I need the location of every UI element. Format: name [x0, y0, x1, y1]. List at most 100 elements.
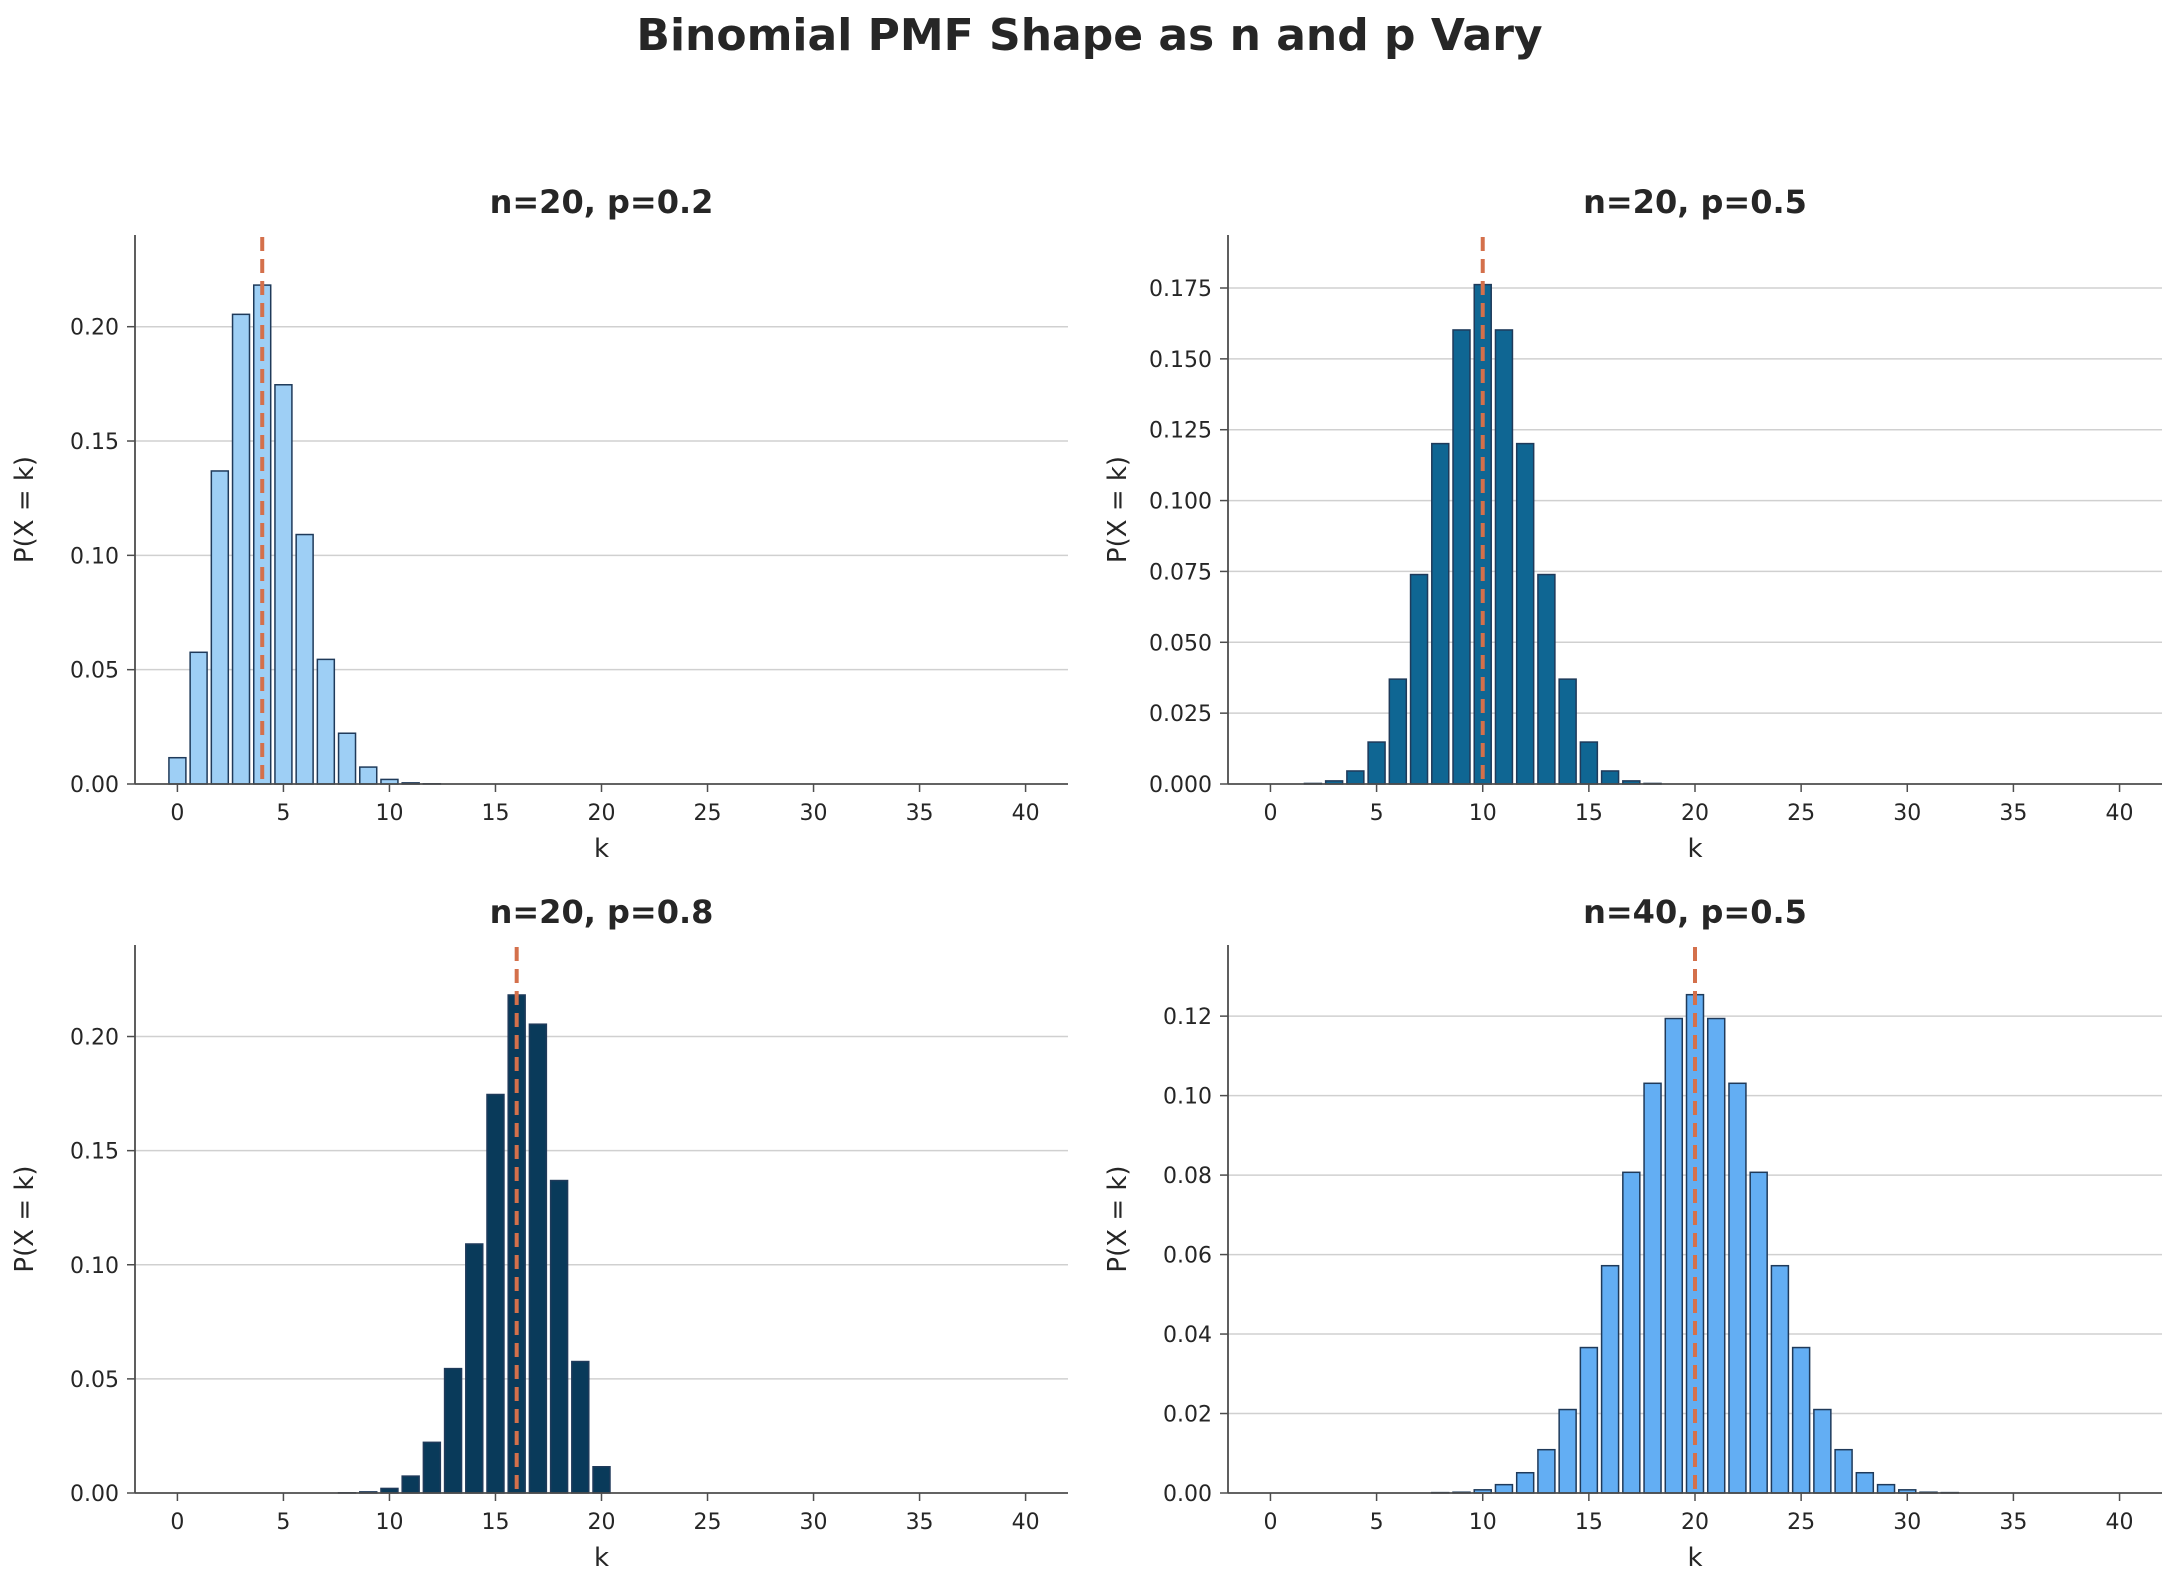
panel-title: n=20, p=0.5 — [1583, 183, 1807, 221]
y-tick-label: 0.175 — [1149, 277, 1212, 302]
x-tick-label: 10 — [375, 1510, 403, 1535]
panel-title: n=20, p=0.2 — [490, 183, 714, 221]
bar — [1431, 442, 1450, 785]
bar — [1346, 770, 1365, 785]
y-tick-label: 0.050 — [1149, 631, 1212, 656]
bar — [528, 1023, 548, 1494]
y-tick-label: 0.10 — [70, 544, 119, 569]
x-tick-label: 0 — [170, 1510, 184, 1535]
y-tick-label: 0.075 — [1149, 560, 1212, 585]
y-tick-label: 0.20 — [70, 316, 119, 341]
x-tick-label: 20 — [1681, 801, 1709, 826]
y-tick-label: 0.05 — [70, 1368, 119, 1393]
y-tick-label: 0.150 — [1149, 348, 1212, 373]
y-tick-label: 0.025 — [1149, 702, 1212, 727]
y-tick-label: 0.06 — [1163, 1244, 1212, 1269]
bar — [1558, 678, 1577, 785]
x-axis-label: k — [1687, 834, 1702, 864]
x-tick-label: 5 — [276, 1510, 290, 1535]
y-tick-label: 0.02 — [1163, 1403, 1212, 1428]
y-tick-label: 0.00 — [70, 773, 119, 798]
y-axis-label: P(X = k) — [10, 1165, 40, 1272]
x-tick-label: 40 — [1012, 801, 1040, 826]
y-tick-label: 0.00 — [70, 1482, 119, 1507]
bar — [465, 1243, 484, 1494]
bar — [1452, 329, 1471, 785]
y-tick-label: 0.125 — [1149, 419, 1212, 444]
bar — [1664, 1017, 1684, 1494]
y-tick-label: 0.15 — [70, 1140, 119, 1165]
x-tick-label: 25 — [1787, 1510, 1815, 1535]
chart-panel-2: 0.000 0.025 0.050 0.075 0.100 0.125 0.150 0.175… — [1103, 183, 2162, 864]
bar — [1643, 1082, 1662, 1494]
bar — [1876, 1483, 1896, 1494]
x-tick-label: 35 — [1999, 801, 2027, 826]
bar — [359, 766, 378, 785]
x-tick-label: 15 — [1575, 1510, 1603, 1535]
x-tick-label: 20 — [1681, 1510, 1709, 1535]
x-tick-label: 5 — [1370, 801, 1384, 826]
y-tick-label: 0.20 — [70, 1026, 119, 1051]
x-tick-label: 30 — [800, 1510, 828, 1535]
x-tick-label: 15 — [1575, 801, 1603, 826]
bar — [1409, 573, 1429, 785]
bar — [1600, 1264, 1620, 1494]
bar — [571, 1360, 590, 1494]
bar — [274, 384, 293, 785]
bar — [1494, 1483, 1514, 1494]
y-tick-label: 0.10 — [1163, 1085, 1212, 1110]
x-tick-label: 10 — [375, 801, 403, 826]
x-tick-label: 5 — [276, 801, 290, 826]
x-tick-label: 35 — [906, 801, 934, 826]
bar — [1537, 1448, 1556, 1494]
x-tick-label: 40 — [2106, 1510, 2134, 1535]
x-axis-label: k — [1687, 1543, 1702, 1573]
bar — [486, 1093, 505, 1494]
x-tick-label: 30 — [800, 801, 828, 826]
bar — [1834, 1448, 1853, 1494]
x-tick-label: 0 — [1263, 1510, 1277, 1535]
bar — [592, 1466, 611, 1494]
y-axis-label: P(X = k) — [10, 456, 40, 563]
y-tick-label: 0.10 — [70, 1254, 119, 1279]
y-tick-label: 0.00 — [1163, 1482, 1212, 1507]
bar — [1600, 770, 1620, 785]
x-tick-label: 25 — [694, 801, 722, 826]
bar — [1813, 1408, 1832, 1494]
y-tick-label: 0.12 — [1163, 1005, 1212, 1030]
bar — [1622, 1171, 1641, 1494]
y-axis-label: P(X = k) — [1103, 456, 1133, 563]
y-tick-label: 0.08 — [1163, 1164, 1212, 1189]
x-tick-label: 35 — [1999, 1510, 2027, 1535]
x-axis-label: k — [594, 1543, 609, 1573]
x-tick-label: 40 — [1012, 1510, 1040, 1535]
x-tick-label: 20 — [588, 801, 616, 826]
figure-title: Binomial PMF Shape as n and p Vary — [636, 10, 1543, 61]
y-tick-label: 0.100 — [1149, 490, 1212, 515]
x-tick-label: 30 — [1893, 1510, 1921, 1535]
bar — [1855, 1471, 1875, 1494]
bar — [1537, 573, 1556, 785]
bar — [210, 470, 230, 785]
bar — [1728, 1082, 1747, 1494]
panel-title: n=20, p=0.8 — [490, 893, 714, 931]
bar — [1558, 1408, 1577, 1494]
x-tick-label: 5 — [1370, 1510, 1384, 1535]
bar — [549, 1179, 569, 1494]
bar — [231, 313, 251, 785]
bar — [401, 1475, 420, 1494]
x-axis-label: k — [594, 834, 609, 864]
x-tick-label: 25 — [1787, 801, 1815, 826]
x-tick-label: 25 — [694, 1510, 722, 1535]
bar — [295, 533, 314, 785]
bar — [443, 1367, 463, 1494]
bar — [1770, 1264, 1790, 1494]
bar — [1579, 741, 1599, 785]
y-tick-label: 0.05 — [70, 659, 119, 684]
bar — [1749, 1171, 1768, 1494]
x-tick-label: 15 — [481, 1510, 509, 1535]
bar — [422, 1441, 442, 1494]
y-tick-label: 0.04 — [1163, 1323, 1212, 1348]
x-tick-label: 0 — [1263, 801, 1277, 826]
